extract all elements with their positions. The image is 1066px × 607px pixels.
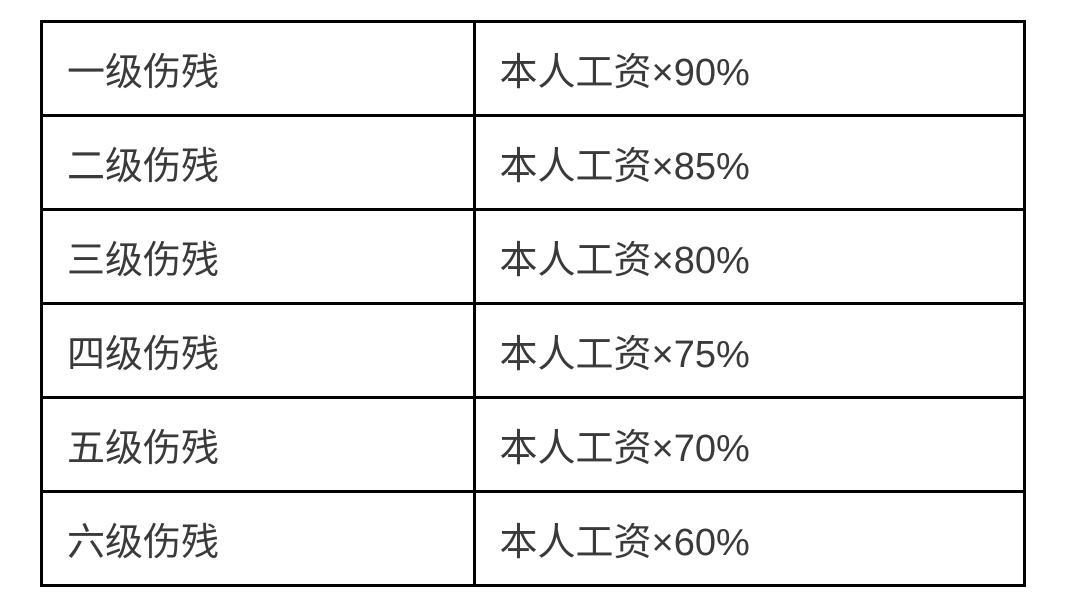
- compensation-amount-cell: 本人工资×60%: [474, 492, 1024, 586]
- table-row: 二级伤残 本人工资×85%: [42, 116, 1025, 210]
- compensation-amount-cell: 本人工资×85%: [474, 116, 1024, 210]
- table-row: 三级伤残 本人工资×80%: [42, 210, 1025, 304]
- disability-level-cell: 六级伤残: [42, 492, 475, 586]
- compensation-amount-cell: 本人工资×75%: [474, 304, 1024, 398]
- disability-level-cell: 二级伤残: [42, 116, 475, 210]
- disability-level-cell: 五级伤残: [42, 398, 475, 492]
- compensation-amount-cell: 本人工资×90%: [474, 22, 1024, 116]
- disability-level-cell: 三级伤残: [42, 210, 475, 304]
- disability-level-cell: 一级伤残: [42, 22, 475, 116]
- table-body: 一级伤残 本人工资×90% 二级伤残 本人工资×85% 三级伤残 本人工资×80…: [42, 22, 1025, 586]
- disability-compensation-table: 一级伤残 本人工资×90% 二级伤残 本人工资×85% 三级伤残 本人工资×80…: [40, 20, 1026, 587]
- disability-level-cell: 四级伤残: [42, 304, 475, 398]
- table-row: 五级伤残 本人工资×70%: [42, 398, 1025, 492]
- compensation-amount-cell: 本人工资×80%: [474, 210, 1024, 304]
- table-row: 四级伤残 本人工资×75%: [42, 304, 1025, 398]
- compensation-amount-cell: 本人工资×70%: [474, 398, 1024, 492]
- table-row: 一级伤残 本人工资×90%: [42, 22, 1025, 116]
- table-row: 六级伤残 本人工资×60%: [42, 492, 1025, 586]
